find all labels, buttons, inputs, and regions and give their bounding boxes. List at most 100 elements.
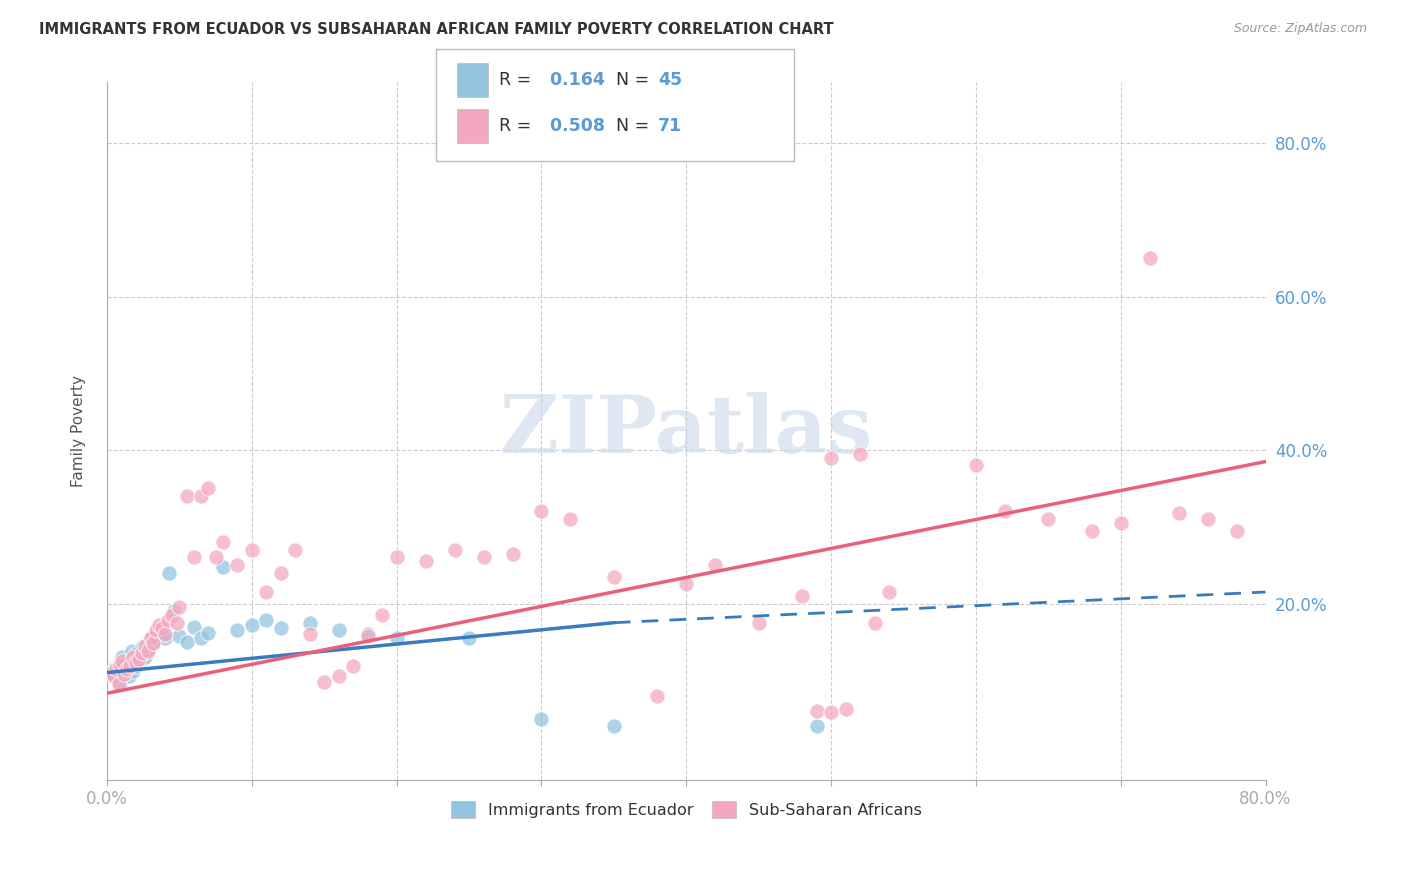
Point (834, 702, 856, 716)
Point (127, 646, 149, 660)
Text: Source: ZipAtlas.com: Source: ZipAtlas.com (1233, 22, 1367, 36)
Point (328, 624, 350, 638)
Point (107, 677, 129, 691)
Point (131, 652, 153, 666)
Point (103, 662, 125, 676)
Point (284, 542, 307, 557)
Point (142, 636, 165, 650)
Point (120, 659, 142, 673)
Point (117, 662, 139, 676)
Point (131, 646, 153, 660)
Point (1038, 512, 1060, 526)
Point (190, 631, 212, 645)
Point (115, 659, 138, 673)
Point (849, 447, 872, 461)
Point (820, 450, 842, 465)
Point (1109, 516, 1132, 530)
Point (328, 669, 350, 683)
Point (148, 619, 170, 633)
Text: N =: N = (605, 117, 654, 135)
Point (150, 625, 173, 640)
Point (415, 554, 437, 568)
Point (125, 657, 148, 671)
Point (603, 719, 626, 733)
Point (254, 614, 277, 628)
Text: R =: R = (499, 117, 537, 135)
Point (122, 650, 145, 665)
Point (212, 535, 235, 549)
Point (132, 639, 155, 653)
Point (156, 614, 179, 628)
Point (136, 644, 159, 658)
Point (114, 665, 136, 680)
Point (176, 635, 198, 649)
Point (704, 558, 727, 573)
Point (139, 631, 162, 645)
Point (104, 669, 127, 683)
Point (166, 615, 188, 630)
Text: ZIPatlas: ZIPatlas (501, 392, 872, 470)
Text: 0.508: 0.508 (544, 117, 605, 135)
Point (162, 607, 184, 622)
Point (153, 631, 176, 645)
Point (153, 627, 176, 641)
Point (139, 631, 162, 645)
Point (104, 662, 127, 676)
Point (1139, 252, 1161, 266)
Point (204, 550, 226, 565)
Point (458, 631, 481, 645)
Point (128, 652, 150, 666)
Point (142, 636, 165, 650)
Point (100, 665, 122, 680)
Point (357, 629, 380, 643)
Point (212, 559, 235, 574)
Text: N =: N = (605, 70, 654, 88)
Point (965, 458, 987, 473)
Point (806, 719, 828, 733)
Legend: Immigrants from Ecuador, Sub-Saharan Africans: Immigrants from Ecuador, Sub-Saharan Afr… (444, 795, 928, 824)
Point (183, 550, 205, 565)
Point (530, 712, 553, 726)
Point (863, 615, 886, 630)
Point (108, 677, 131, 691)
Point (502, 547, 524, 561)
Point (820, 706, 842, 720)
Text: 71: 71 (658, 117, 682, 135)
Point (169, 600, 191, 615)
Point (118, 669, 141, 683)
Point (1080, 524, 1102, 538)
Point (197, 482, 219, 496)
Point (298, 627, 321, 641)
Point (128, 657, 150, 671)
Point (103, 669, 125, 683)
Point (270, 621, 292, 635)
Point (122, 664, 145, 678)
Point (270, 566, 292, 580)
Point (100, 667, 122, 681)
Point (190, 489, 212, 503)
Point (342, 659, 364, 673)
Point (530, 504, 553, 518)
Point (806, 704, 828, 718)
Point (145, 627, 167, 641)
Point (1167, 506, 1189, 520)
Point (145, 624, 167, 638)
Text: 0.164: 0.164 (544, 70, 605, 88)
Point (110, 654, 132, 668)
Point (298, 615, 321, 630)
Point (314, 674, 336, 689)
Point (120, 654, 142, 668)
Point (472, 550, 495, 565)
Point (125, 659, 148, 673)
Text: 45: 45 (658, 70, 682, 88)
Point (136, 642, 159, 657)
Point (134, 650, 156, 665)
Point (157, 566, 180, 580)
Point (183, 619, 205, 633)
Point (603, 569, 626, 583)
Y-axis label: Family Poverty: Family Poverty (72, 375, 86, 487)
Point (108, 657, 131, 672)
Point (240, 542, 263, 557)
Point (176, 489, 198, 503)
Point (443, 542, 465, 557)
